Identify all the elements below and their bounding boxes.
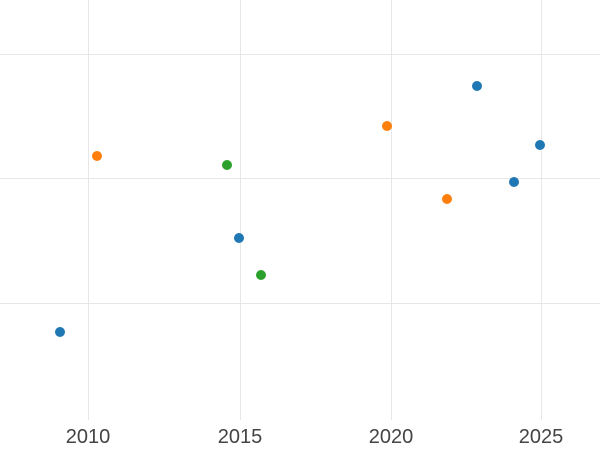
horizontal-gridline <box>0 54 600 55</box>
vertical-gridline <box>541 0 542 420</box>
horizontal-gridline <box>0 178 600 179</box>
x-tick-label-2010: 2010 <box>65 426 111 448</box>
series-blue-point[interactable] <box>509 177 519 187</box>
x-tick-label-2015: 2015 <box>217 426 263 448</box>
horizontal-gridline <box>0 303 600 304</box>
series-blue-point[interactable] <box>55 327 65 337</box>
series-orange-point[interactable] <box>382 121 392 131</box>
vertical-gridline <box>391 0 392 420</box>
x-tick-label-2025: 2025 <box>518 426 564 448</box>
vertical-gridline <box>88 0 89 420</box>
series-blue-point[interactable] <box>472 81 482 91</box>
x-tick-label-2020: 2020 <box>368 426 414 448</box>
vertical-gridline <box>240 0 241 420</box>
series-green-point[interactable] <box>256 270 266 280</box>
series-blue-point[interactable] <box>234 233 244 243</box>
series-blue-point[interactable] <box>535 140 545 150</box>
series-green-point[interactable] <box>222 160 232 170</box>
series-orange-point[interactable] <box>92 151 102 161</box>
series-orange-point[interactable] <box>442 194 452 204</box>
